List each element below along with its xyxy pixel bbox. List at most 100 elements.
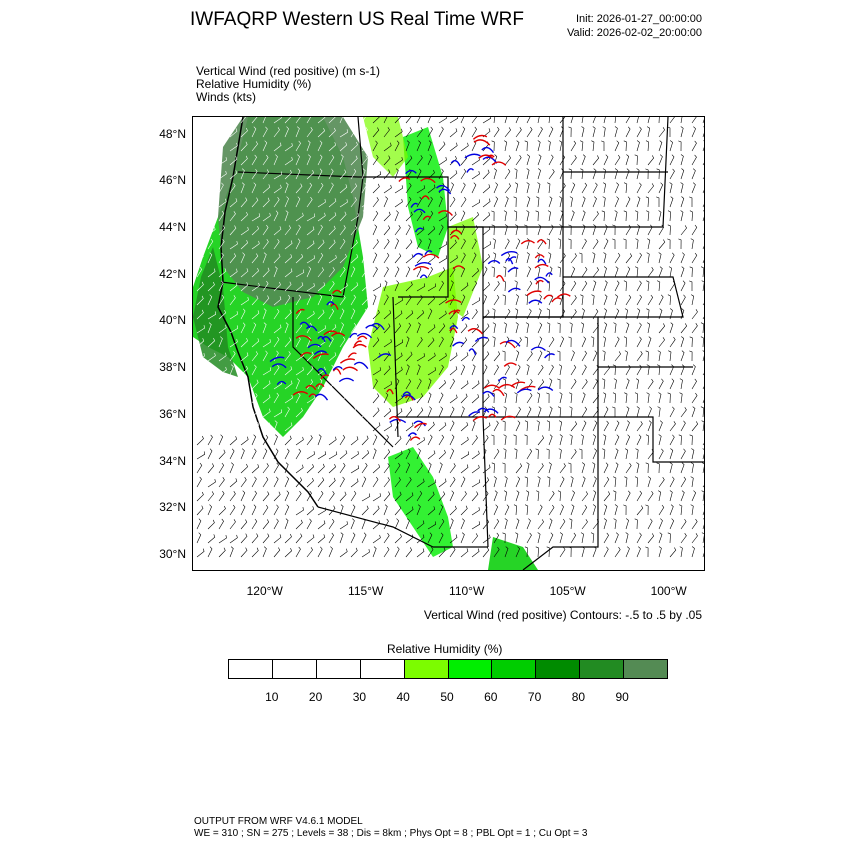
wind-barb (669, 182, 673, 194)
colorbar-swatch (492, 660, 537, 678)
vertical-wind-contour (534, 276, 550, 284)
wind-barb (493, 420, 499, 432)
wind-barb (394, 238, 399, 250)
wind-barb (678, 434, 682, 446)
wind-barb (438, 156, 447, 166)
wind-barb (317, 252, 324, 264)
wind-barb (306, 213, 316, 222)
wind-barb (317, 117, 326, 124)
colorbar (228, 659, 668, 679)
wind-barb (438, 126, 444, 138)
colorbar-swatch (404, 660, 449, 678)
wind-barb (372, 407, 380, 418)
footer-model: OUTPUT FROM WRF V4.6.1 MODEL (194, 816, 363, 827)
vertical-wind-contour (357, 335, 368, 340)
wind-barb (350, 183, 358, 194)
wind-barb (514, 168, 518, 180)
wind-barb (295, 421, 302, 432)
wind-barb (427, 324, 436, 334)
wind-barb (284, 490, 290, 502)
wind-barb (196, 491, 204, 502)
wind-barb (405, 506, 414, 516)
wind-barb (680, 476, 687, 488)
vertical-wind-contour (537, 258, 547, 265)
wind-barb (680, 225, 687, 236)
wind-barb (647, 224, 653, 236)
colorbar-tick-label: 30 (352, 690, 367, 704)
wind-barb (339, 282, 348, 292)
wind-barb (229, 462, 234, 474)
wind-barb (405, 534, 414, 544)
wind-barb (614, 252, 621, 264)
wind-barb (339, 450, 348, 460)
wind-barb (536, 420, 540, 432)
wind-barb (416, 140, 421, 152)
wind-barb (636, 546, 641, 558)
wind-barb (394, 310, 403, 320)
wind-barb (350, 465, 360, 474)
wind-barb (546, 448, 550, 460)
wind-barb (339, 295, 346, 306)
wind-barb (592, 378, 598, 390)
wind-barb (592, 196, 597, 208)
wind-barb (251, 253, 259, 264)
wind-barb (625, 518, 629, 530)
wind-barb (701, 280, 704, 292)
wind-barb (592, 224, 597, 236)
wind-barb (251, 310, 260, 320)
wind-barb (557, 322, 561, 334)
wind-barb (581, 238, 587, 250)
wind-barb (636, 182, 642, 194)
wind-barb (405, 492, 414, 502)
wind-barb (548, 126, 554, 138)
vertical-wind-contour (438, 188, 452, 195)
wind-barb (702, 518, 704, 530)
wind-barb (240, 365, 248, 376)
vertical-wind-contour (507, 287, 521, 293)
humidity-mexico (488, 537, 538, 570)
wind-barb (471, 280, 478, 292)
wind-barb (229, 268, 238, 278)
wind-barb (460, 518, 465, 530)
vertical-wind-contour (371, 322, 385, 331)
lat-label: 40°N (159, 313, 186, 328)
wind-barb (394, 477, 401, 488)
vertical-wind-contour (353, 340, 362, 346)
wind-barb (207, 238, 214, 250)
wind-barb (394, 266, 400, 278)
wind-barb (636, 490, 643, 502)
wind-barb (526, 364, 530, 376)
wind-barb (339, 169, 347, 180)
wind-barb (251, 117, 258, 124)
wind-barb (295, 367, 304, 376)
wind-barb (372, 224, 378, 236)
wind-barb (218, 462, 225, 474)
wind-barb (502, 462, 506, 474)
wind-barb (559, 210, 564, 222)
wind-barb (251, 225, 259, 236)
wind-barb (361, 421, 369, 432)
vertical-wind-contour (452, 265, 465, 270)
wind-barb (603, 491, 611, 502)
wind-barb (350, 225, 357, 236)
wind-barb (196, 210, 202, 222)
wind-barb (273, 547, 281, 558)
wind-barb (680, 210, 684, 222)
wind-barb (493, 351, 501, 362)
wind-barb (570, 140, 577, 152)
wind-barb (537, 154, 542, 166)
wind-barb (471, 267, 479, 278)
wind-barb (218, 394, 227, 404)
wind-barb (262, 117, 266, 124)
wind-barb (603, 365, 610, 376)
wind-barb (317, 434, 322, 446)
wind-barb (218, 117, 223, 124)
wind-barb (284, 380, 293, 390)
wind-barb (372, 367, 381, 376)
wind-barb (405, 224, 411, 236)
wind-barb (680, 294, 686, 306)
wind-barb (625, 322, 630, 334)
wind-barb (438, 352, 447, 362)
wind-barb (317, 309, 325, 320)
wind-barb (491, 434, 495, 445)
